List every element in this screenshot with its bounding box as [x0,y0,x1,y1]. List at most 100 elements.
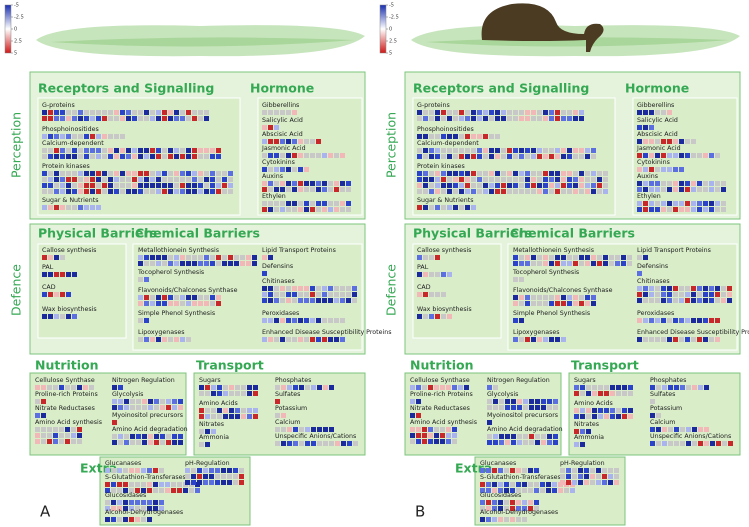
heat-cell [135,517,140,522]
heat-cell [216,295,221,300]
heat-cell [525,154,530,159]
heat-cell [649,139,654,144]
heat-cell [528,482,533,487]
heat-cell [286,286,291,291]
heat-cell [235,408,240,413]
heat-cell [673,181,678,186]
heat-cell [292,337,297,342]
heat-cell [567,255,572,260]
heat-cell [54,189,59,194]
heat-cell [310,181,315,186]
heat-cell [453,177,458,182]
heat-cell [453,189,458,194]
item-label: Cytokinins [262,159,295,166]
heat-cell [84,110,89,115]
heat-cell [585,148,590,153]
heat-cell [573,171,578,176]
heat-cell [192,171,197,176]
heat-cell [510,517,515,522]
heat-cell [465,110,470,115]
heat-cell [84,189,89,194]
heat-cell [610,408,615,413]
heat-cell [453,183,458,188]
heat-cell [498,482,503,487]
heat-cell [210,154,215,159]
heat-cell [423,154,428,159]
heat-cell [120,183,125,188]
heat-cell [340,187,345,192]
heat-cell [316,187,321,192]
heat-cell [543,295,548,300]
heat-cell [247,408,252,413]
heat-cell [643,139,648,144]
heat-cell [168,116,173,121]
heat-cell [156,171,161,176]
heat-cell [42,292,47,297]
heat-cell [549,261,554,266]
heat-cell [66,134,71,139]
heat-cell [523,405,528,410]
heat-cell [637,167,642,172]
heat-cell [132,148,137,153]
heat-cell [656,441,661,446]
heat-cell [66,177,71,182]
heat-cell [144,110,149,115]
heat-cell [198,116,203,121]
heat-cell [211,408,216,413]
heat-cell [274,337,279,342]
heat-cell [505,434,510,439]
heat-cell [435,272,440,277]
heat-cell [446,433,451,438]
heat-cell [126,148,131,153]
heat-cell [35,433,40,438]
heat-cell [685,286,690,291]
heat-cell [114,116,119,121]
heat-cell [60,272,65,277]
heat-cell [543,337,548,342]
heat-cell [709,286,714,291]
heat-cell [697,181,702,186]
heat-cell [54,134,59,139]
heat-cell [703,286,708,291]
heat-cell [489,134,494,139]
heat-cell [124,399,129,404]
heat-cell [603,255,608,260]
heat-cell [154,399,159,404]
heat-cell [697,286,702,291]
heat-cell [54,110,59,115]
heat-cell [555,189,560,194]
heat-cell [78,183,83,188]
heat-cell [60,292,65,297]
heat-cell [661,207,666,212]
heat-cell [59,439,64,444]
heat-cell [138,295,143,300]
heat-cell [423,183,428,188]
heat-cell [505,405,510,410]
heat-cell [522,506,527,511]
heat-cell [416,433,421,438]
heat-cell [199,391,204,396]
heat-cell [453,205,458,210]
heat-cell [304,167,309,172]
heat-cell [655,318,660,323]
group-label: Perception [9,112,24,178]
heat-cell [135,488,140,493]
heat-cell [274,125,279,130]
heat-cell [48,171,53,176]
heat-cell [41,439,46,444]
heat-cell [549,295,554,300]
heat-cell [590,474,595,479]
heat-cell [580,391,585,396]
heat-cell [561,148,566,153]
heat-cell [499,405,504,410]
heat-cell [210,171,215,176]
heat-cell [667,337,672,342]
heat-cell [655,292,660,297]
category-title: Physical Barriers [38,226,157,241]
heat-cell [211,385,216,390]
heat-cell [90,183,95,188]
heat-cell [567,177,572,182]
heat-cell [453,154,458,159]
heat-cell [643,110,648,115]
heat-cell [525,171,530,176]
